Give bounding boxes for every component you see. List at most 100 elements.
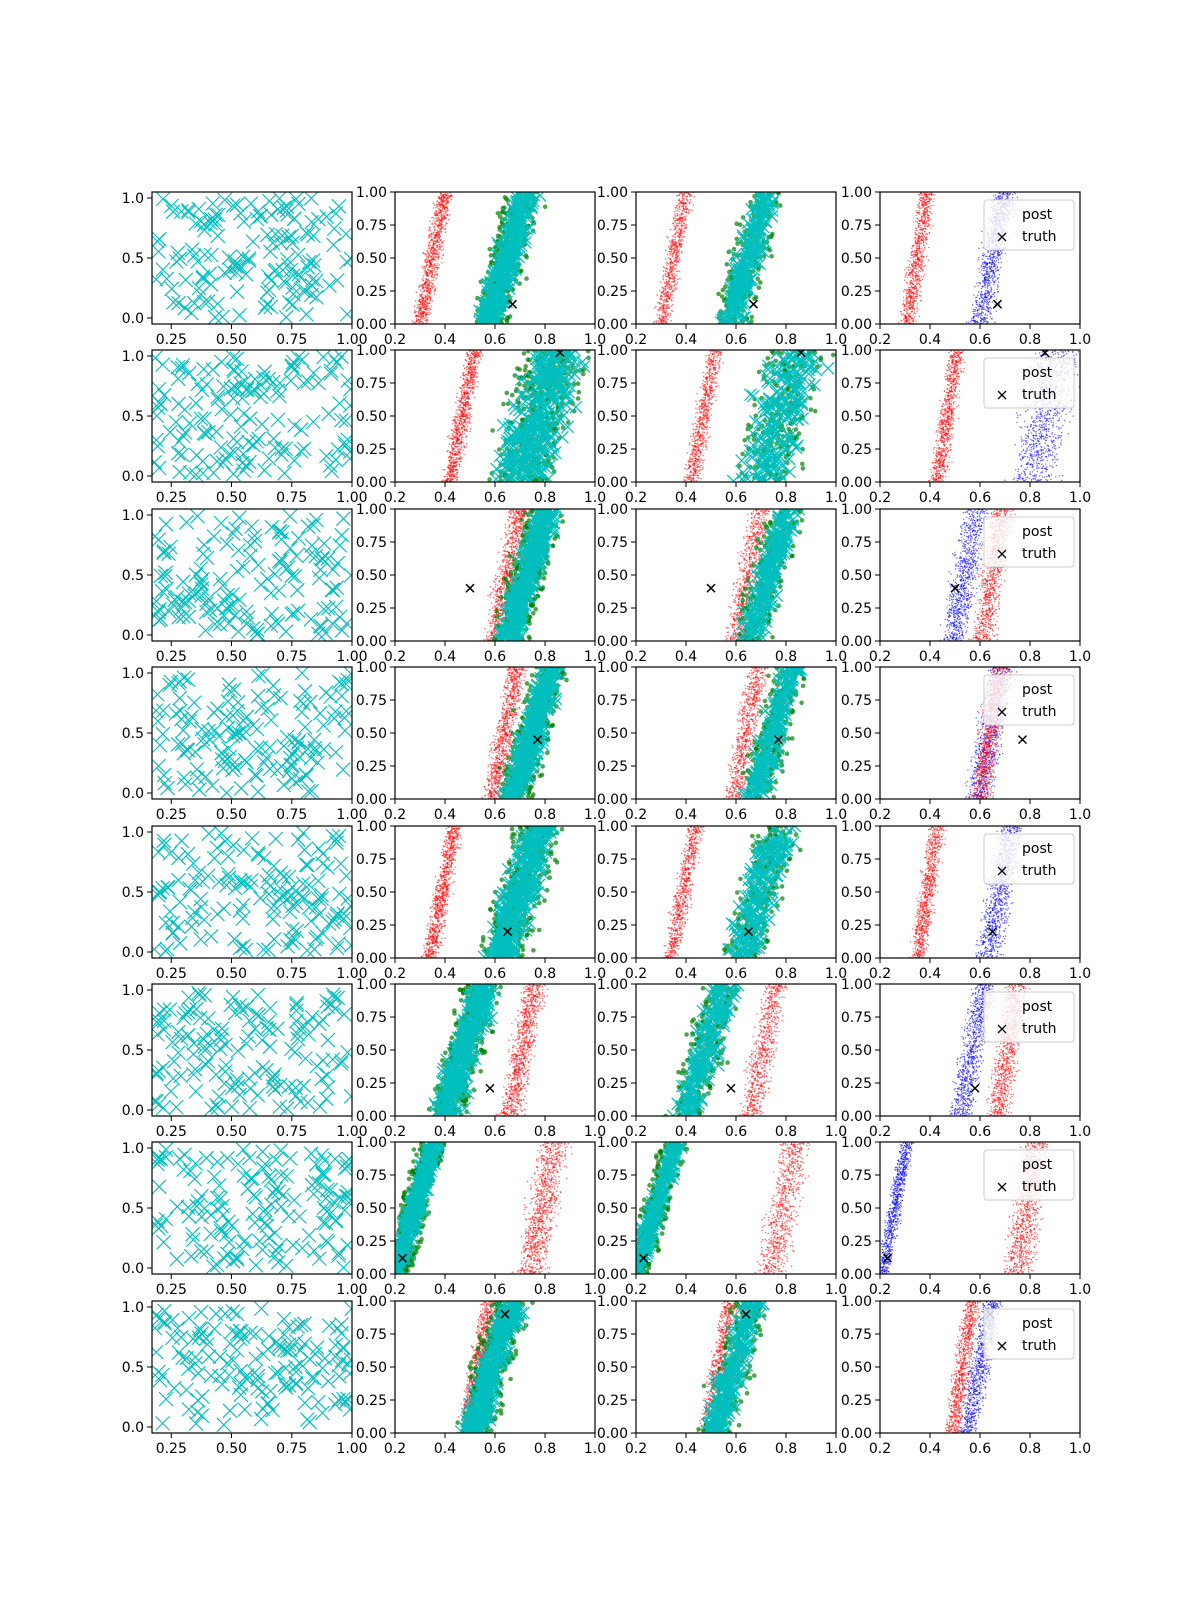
prior-dot: [436, 225, 439, 228]
post-dot: [982, 321, 985, 324]
prior-dot: [438, 264, 441, 266]
prior-dot: [420, 285, 423, 287]
sample-x-marker: [159, 271, 175, 287]
sample-x-marker: [300, 226, 316, 242]
prior-post-dot: [920, 216, 923, 218]
prior-post-dot: [904, 317, 907, 320]
post-dot: [989, 252, 991, 255]
prior-post-dot: [916, 303, 919, 305]
likelihood-x-marker: [754, 192, 767, 201]
post-dot: [983, 294, 985, 296]
prior-post-dot: [914, 232, 917, 235]
legend-truth-marker: [997, 232, 1007, 242]
prior-post-dot: [908, 292, 910, 295]
prior-post-dot: [909, 300, 912, 302]
prior-post-dot: [915, 247, 917, 249]
prior-dot: [680, 223, 683, 225]
prior-dot: [428, 259, 431, 262]
post-dot: [991, 261, 994, 264]
prior-dot: [439, 231, 442, 233]
prior-dot: [433, 228, 436, 230]
prior-post-dot: [912, 253, 915, 255]
prior-dot: [684, 227, 687, 230]
cyan-samples-r1: [152, 192, 352, 324]
sample-x-marker: [164, 198, 179, 214]
prior-dot: [425, 280, 427, 282]
sample-x-marker: [166, 294, 181, 310]
sample-x-marker: [284, 228, 300, 244]
prior-post-dot: [912, 245, 914, 247]
post-dot: [985, 278, 987, 281]
y-tick-label: 0.00: [356, 317, 387, 333]
prior-dot: [684, 225, 686, 228]
prior-dot: [432, 258, 435, 261]
prior-dot: [436, 200, 439, 202]
prior-dot: [667, 275, 669, 278]
prior-dot: [675, 243, 677, 246]
prior-post-dot: [909, 316, 911, 318]
sample-x-marker: [177, 300, 193, 316]
prior-dot: [676, 194, 678, 197]
prior-post-dot: [923, 204, 925, 206]
prior-post-dot: [912, 301, 914, 304]
prior-post-dot: [918, 279, 920, 281]
sample-dot: [716, 291, 721, 297]
prior-post-dot: [917, 293, 919, 295]
sample-x-marker: [273, 235, 289, 251]
prior-dot: [436, 205, 439, 208]
post-dot: [985, 301, 988, 303]
prior-post-dot: [914, 255, 916, 257]
prior-dot: [435, 277, 438, 280]
prior-dot: [431, 272, 433, 275]
prior-dot: [675, 223, 678, 225]
post-dot: [991, 275, 993, 278]
sample-x-marker: [186, 295, 202, 311]
likelihood-x-marker: [512, 195, 526, 209]
prior-dot: [662, 299, 664, 302]
post-dot: [995, 310, 997, 312]
prior-dot: [440, 226, 443, 228]
prior-dot: [440, 214, 443, 216]
post-dot: [987, 258, 990, 260]
sample-dot: [524, 276, 529, 281]
prior-dot: [671, 289, 674, 292]
prior-post-dot: [922, 276, 925, 278]
prior-post-dot: [928, 193, 931, 196]
prior-dot: [672, 288, 675, 290]
prior-post-dot: [908, 322, 910, 324]
prior-dot: [683, 222, 685, 225]
post-dot: [1003, 194, 1006, 196]
post-dot: [972, 308, 975, 311]
prior-post-dot: [907, 306, 909, 308]
sample-x-marker: [155, 192, 171, 207]
sample-x-marker: [285, 280, 301, 295]
post-dot: [995, 276, 997, 278]
prior-post-dot: [914, 266, 917, 268]
prior-post-dot: [913, 292, 916, 295]
post-dot: [976, 315, 978, 317]
post-dot: [976, 314, 978, 316]
sample-x-marker: [242, 411, 258, 427]
prior-dot: [668, 257, 670, 259]
prior-post-dot: [919, 238, 921, 240]
sample-x-marker: [152, 438, 165, 454]
prior-post-dot: [903, 317, 905, 320]
prior-dot: [440, 215, 442, 218]
post-dot: [985, 264, 987, 266]
post-dot: [1000, 252, 1003, 254]
post-dot: [992, 278, 994, 280]
prior-dot: [439, 206, 442, 209]
sample-x-marker: [241, 251, 257, 266]
prior-dot: [443, 217, 445, 220]
prior-post-dot: [916, 254, 918, 256]
prior-dot: [422, 314, 424, 316]
sample-x-marker: [195, 465, 211, 481]
prior-dot: [659, 306, 661, 309]
prior-post-dot: [908, 312, 910, 314]
prior-dot: [670, 248, 673, 251]
prior-dot: [421, 312, 424, 315]
prior-dot: [478, 352, 480, 354]
likelihood-x-marker: [514, 217, 528, 231]
post-dot: [980, 242, 983, 244]
post-dot: [977, 285, 979, 287]
